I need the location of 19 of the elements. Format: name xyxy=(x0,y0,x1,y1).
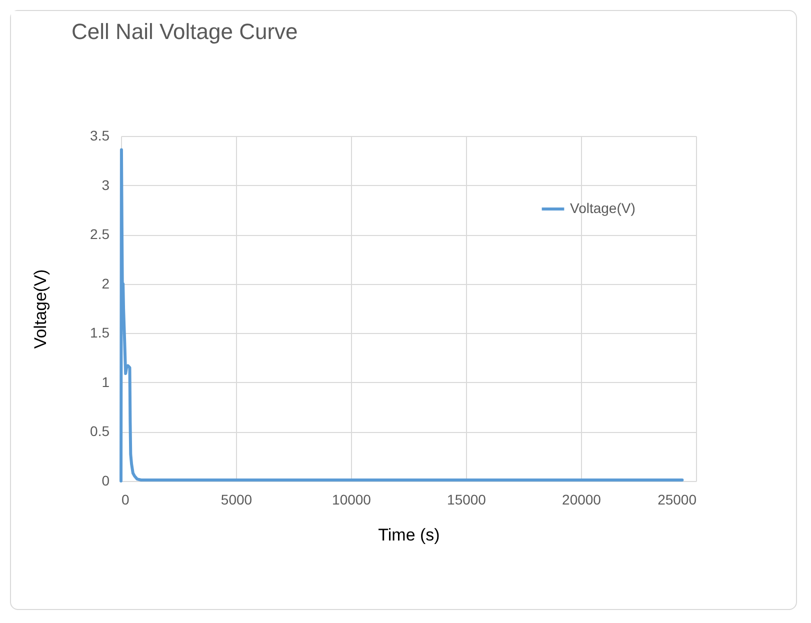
x-tick-label: 10000 xyxy=(332,492,372,508)
y-axis-title: Voltage(V) xyxy=(31,269,50,349)
x-tick-label: 20000 xyxy=(562,492,602,508)
y-tick-label: 2 xyxy=(102,275,110,292)
line-series xyxy=(120,148,684,482)
y-tick-label: 0 xyxy=(102,472,110,488)
y-tick-label: 1.5 xyxy=(90,324,110,341)
x-tick-label: 15000 xyxy=(447,492,486,508)
chart-title: Cell Nail Voltage Curve xyxy=(72,19,298,44)
y-tick-label: 1 xyxy=(102,374,110,390)
x-axis-title: Time (s) xyxy=(378,526,440,544)
y-tick-label: 3 xyxy=(102,176,110,193)
x-tick-label: 5000 xyxy=(220,492,252,508)
x-tick-label: 0 xyxy=(122,492,130,508)
legend-label: Voltage(V) xyxy=(570,200,636,216)
x-tick-label: 25000 xyxy=(658,492,697,508)
y-tick-label: 3.5 xyxy=(90,128,110,144)
y-tick-label: 2.5 xyxy=(90,226,110,242)
y-tick-label: 0.5 xyxy=(90,423,110,440)
